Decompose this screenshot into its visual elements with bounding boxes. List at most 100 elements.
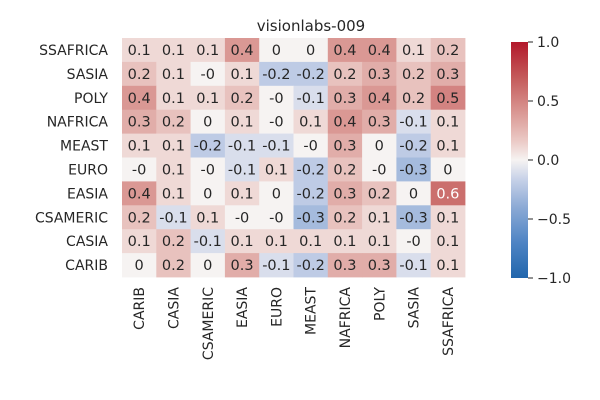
cell-value-label: -0.1 [194,234,222,250]
cell-value-label: -0.3 [399,162,427,178]
heatmap-cell [293,109,329,134]
heatmap-cell [327,229,363,254]
heatmap-cell [396,133,432,158]
cell-value-label: 0.1 [162,43,185,59]
heatmap-cell [224,253,260,278]
heatmap-cell [430,133,466,158]
heatmap-cell [190,61,226,87]
cell-value-label: 0.1 [436,115,459,131]
cell-value-label: -0.2 [194,139,222,155]
heatmap-cell [190,133,226,158]
cell-value-label: 0.1 [265,162,288,178]
row-tick-label: SASIA [67,67,109,83]
cell-value-label: 0.4 [333,115,356,131]
colorbar-tick-label: 0.5 [537,94,559,110]
colorbar-tick-label: 1.0 [537,35,559,51]
heatmap-cell [224,229,260,254]
heatmap-cell [362,205,397,230]
cell-value-label: 0.3 [368,258,391,274]
heatmap-cell [396,253,432,278]
cell-value-label: -0.2 [297,67,325,83]
heatmap-cell [430,205,466,230]
cell-value-label: -0 [406,234,420,250]
cell-value-label: 0.1 [436,210,459,226]
heatmap-cell [224,133,260,158]
row-labels: SSAFRICA SASIA POLY NAFRICA MEAST EURO EASIA CS… [35,43,108,274]
column-labels: CARIB CASIA CSAMERIC EASIA EURO MEAST NAFRICA P… [132,287,457,360]
cell-value-label: -0.2 [297,162,325,178]
cell-value-label: 0.1 [265,234,288,250]
row-tick-label: CSAMERIC [35,210,108,226]
heatmap-cell [327,109,363,134]
cell-value-label: -0.2 [297,258,325,274]
cell-value-label: 0.2 [368,186,391,202]
heatmap-cell [156,38,191,63]
cell-value-label: 0.2 [128,210,151,226]
heatmap-cell [396,229,432,254]
heatmap-cell [259,85,294,111]
heatmap-cells: 0.1 0.1 0.1 0.4 0 0 0.4 0.4 0.1 0.2 0.2 0.1 -0 0.1 -0.… [122,38,466,278]
heatmap-cell [396,109,432,134]
chart-title: visionlabs-009 [257,17,365,35]
heatmap-cell [430,181,466,206]
row-tick-label: CARIB [65,258,108,274]
column-tick-label: POLY [372,287,388,321]
heatmap-cell [293,157,329,182]
cell-value-label: 0.2 [162,258,185,274]
heatmap-cell [224,85,260,111]
heatmap-cell [430,109,466,134]
heatmap-cell [224,109,260,134]
heatmap-cell [362,38,397,63]
heatmap-cell [396,181,432,206]
cell-value-label: 0.4 [128,186,151,202]
column-tick-label: CASIA [166,287,182,329]
cell-value-label: -0.1 [262,139,290,155]
cell-value-label: 0 [443,162,452,178]
cell-value-label: 0.4 [368,91,391,107]
cell-value-label: 0.1 [231,67,254,83]
cell-value-label: 0.4 [368,43,391,59]
heatmap-cell [122,133,157,158]
heatmap-cell [190,38,226,63]
heatmap-cell [327,61,363,87]
heatmap-cell [293,61,329,87]
cell-value-label: -0.1 [399,258,427,274]
cell-value-label: 0.1 [196,43,219,59]
heatmap-cell [224,157,260,182]
cell-value-label: 0.2 [333,67,356,83]
heatmap-cell [259,253,294,278]
heatmap-cell [190,157,226,182]
heatmap-cell [430,61,466,87]
heatmap-cell [396,157,432,182]
cell-value-label: 0.4 [333,43,356,59]
heatmap-cell [430,85,466,111]
cell-value-label: 0 [375,139,384,155]
heatmap-cell [156,85,191,111]
heatmap-cell [327,205,363,230]
heatmap-cell [293,38,329,63]
heatmap-cell [396,85,432,111]
cell-value-label: 0.1 [402,43,425,59]
column-tick-label: NAFRICA [338,287,354,349]
heatmap-cell [430,157,466,182]
cell-value-label: 0.1 [162,186,185,202]
cell-value-label: -0 [303,139,317,155]
heatmap-cell [156,181,191,206]
cell-value-label: 0 [409,186,418,202]
heatmap-cell [122,205,157,230]
cell-value-label: 0.1 [162,91,185,107]
heatmap-cell [362,253,397,278]
heatmap-cell [156,61,191,87]
heatmap-cell [122,61,157,87]
cell-value-label: -0.2 [399,139,427,155]
cell-value-label: -0.1 [159,210,187,226]
cell-value-label: 0.3 [368,67,391,83]
cell-value-label: 0.1 [231,186,254,202]
cell-value-label: 0.2 [402,67,425,83]
cell-value-label: -0 [269,115,283,131]
heatmap-cell [259,38,294,63]
heatmap-cell [224,38,260,63]
heatmap-cell [122,85,157,111]
heatmap-cell [327,85,363,111]
cell-value-label: 0 [306,43,315,59]
